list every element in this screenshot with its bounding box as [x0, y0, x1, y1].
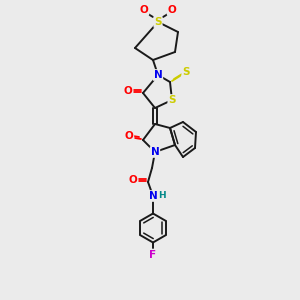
Text: O: O: [129, 175, 137, 185]
Text: O: O: [124, 131, 134, 141]
Text: N: N: [148, 191, 158, 201]
Text: S: S: [168, 95, 176, 105]
Text: N: N: [151, 147, 159, 157]
Text: O: O: [124, 86, 132, 96]
Text: S: S: [154, 17, 162, 27]
Text: O: O: [168, 5, 176, 15]
Text: N: N: [154, 70, 162, 80]
Text: F: F: [149, 250, 157, 260]
Text: O: O: [140, 5, 148, 15]
Text: S: S: [182, 67, 190, 77]
Text: H: H: [158, 191, 166, 200]
